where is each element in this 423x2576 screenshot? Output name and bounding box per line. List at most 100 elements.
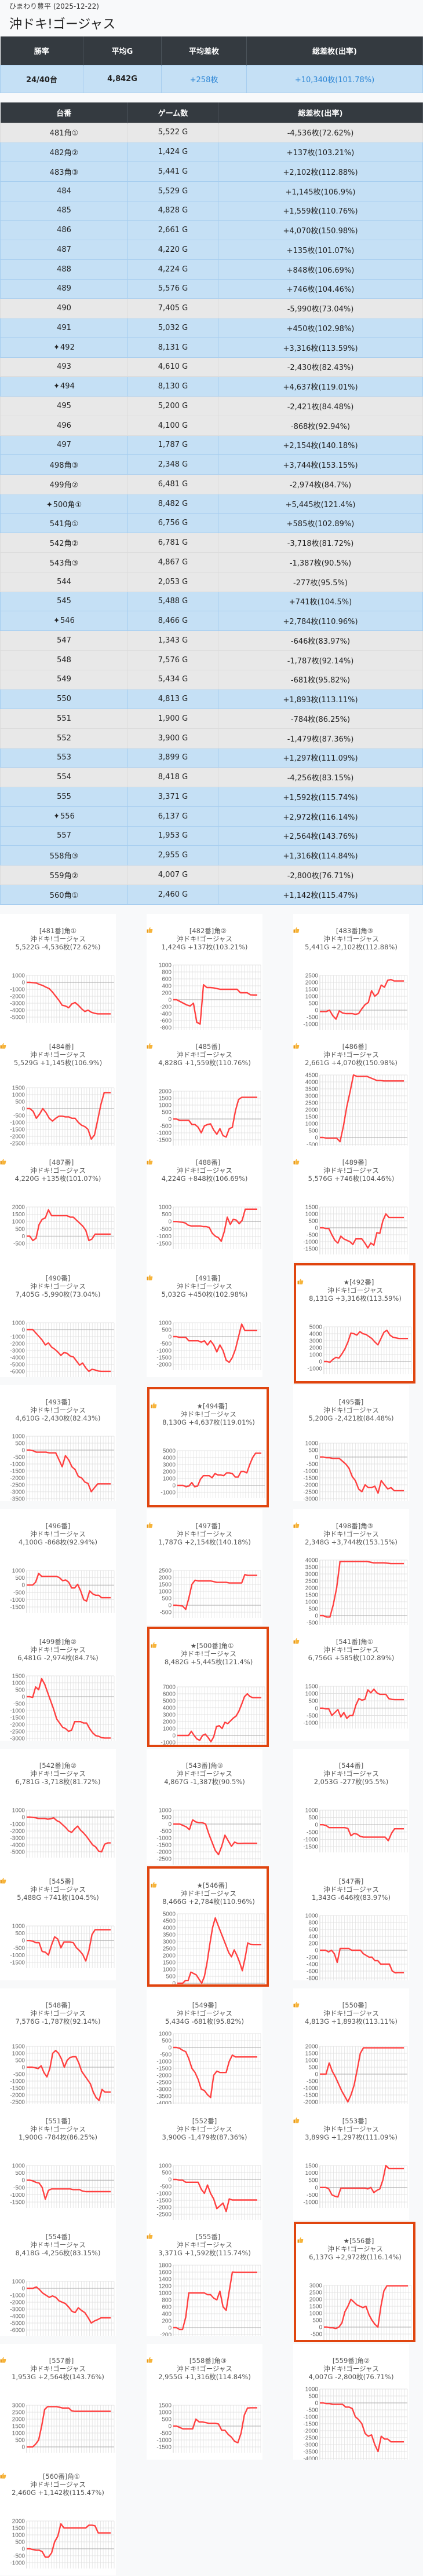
table-row[interactable]: 491 5,032 G +450枚(102.98%): [0, 318, 423, 338]
table-row[interactable]: ✦556 6,137 G +2,972枚(116.14%): [0, 806, 423, 827]
table-row[interactable]: 550 4,813 G +1,893枚(113.11%): [0, 689, 423, 709]
table-row[interactable]: 489 5,576 G +746枚(104.46%): [0, 278, 423, 299]
y-tick-label: -3000: [10, 2307, 25, 2313]
chart-card[interactable]: [557番] 沖ドキ!ゴージャス 1,953G +2,564枚(143.76%) 30…: [0, 2344, 116, 2460]
chart-card[interactable]: [543番]角③ 沖ドキ!ゴージャス 4,867G -1,387枚(90.5%) 10…: [147, 1749, 262, 1865]
table-row[interactable]: 549 5,434 G -681枚(95.82%): [0, 669, 423, 690]
table-row[interactable]: 496 4,100 G -868枚(92.94%): [0, 415, 423, 436]
table-row[interactable]: 490 7,405 G -5,990枚(73.04%): [0, 298, 423, 318]
table-row[interactable]: ✦546 8,466 G +2,784枚(110.96%): [0, 611, 423, 631]
featured-chart-card[interactable]: ★[500番]角① 沖ドキ!ゴージャス 8,482G +5,445枚(121.4%)…: [147, 1627, 269, 1747]
y-tick-label: -1000: [156, 1348, 172, 1355]
chart-card[interactable]: [558番]角③ 沖ドキ!ゴージャス 2,955G +1,316枚(114.84%)…: [147, 2344, 262, 2460]
y-tick-label: 1500: [305, 2051, 319, 2057]
table-row[interactable]: 553 3,899 G +1,297枚(111.09%): [0, 747, 423, 768]
table-row[interactable]: ✦494 8,130 G +4,637枚(119.01%): [0, 376, 423, 397]
avg-games-value: 4,842G: [83, 64, 162, 93]
table-row[interactable]: 555 3,371 G +1,592枚(115.74%): [0, 787, 423, 807]
chart-card[interactable]: [555番] 沖ドキ!ゴージャス 3,371G +1,592枚(115.74%) 18…: [147, 2220, 262, 2336]
y-tick-label: 1500: [12, 2044, 25, 2050]
y-tick-label: -3500: [10, 1496, 25, 1502]
chart-card[interactable]: [495番] 沖ドキ!ゴージャス 5,200G -2,421枚(84.48%) 100…: [293, 1385, 409, 1501]
diff-cell: -646枚(83.97%): [218, 630, 423, 651]
unit-cell: 493: [0, 357, 128, 377]
chart-card[interactable]: [559番]角② 沖ドキ!ゴージャス 4,007G -2,800枚(76.71%) 1…: [293, 2344, 409, 2460]
table-row[interactable]: 548 7,576 G -1,787枚(92.14%): [0, 649, 423, 670]
table-row[interactable]: 551 1,900 G -784枚(86.25%): [0, 709, 423, 729]
card-unit-label: [487番]: [49, 1158, 74, 1166]
table-row[interactable]: 495 5,200 G -2,421枚(84.48%): [0, 396, 423, 416]
table-row[interactable]: 482角② 1,424 G +137枚(103.21%): [0, 142, 423, 162]
chart-card[interactable]: [552番] 沖ドキ!ゴージャス 3,900G -1,479枚(87.36%) 100…: [147, 2104, 262, 2220]
table-row[interactable]: 558角③ 2,955 G +1,316枚(114.84%): [0, 845, 423, 865]
chart-card[interactable]: [499番]角② 沖ドキ!ゴージャス 6,481G -2,974枚(84.7%) 15…: [0, 1625, 116, 1741]
chart-card[interactable]: [485番] 沖ドキ!ゴージャス 4,828G +1,559枚(110.76%) 20…: [147, 1030, 262, 1146]
unit-number: 485: [57, 206, 71, 215]
featured-chart-card[interactable]: ★[492番] 沖ドキ!ゴージャス 8,131G +3,316枚(113.59%) 5…: [294, 1263, 415, 1384]
chart-card[interactable]: [487番] 沖ドキ!ゴージャス 4,220G +135枚(101.07%) 2000…: [0, 1146, 116, 1261]
table-row[interactable]: 498角③ 2,348 G +3,744枚(153.15%): [0, 454, 423, 475]
table-row[interactable]: 493 4,610 G -2,430枚(82.43%): [0, 357, 423, 377]
chart-card[interactable]: [545番] 沖ドキ!ゴージャス 5,488G +741枚(104.5%) 1000 5…: [0, 1865, 116, 1980]
y-tick-label: 1000: [12, 1320, 25, 1327]
table-row[interactable]: ✦492 8,131 G +3,316枚(113.59%): [0, 337, 423, 358]
y-tick-label: -500: [307, 1232, 318, 1239]
table-row[interactable]: 487 4,220 G +135枚(101.07%): [0, 240, 423, 260]
chart-card[interactable]: [484番] 沖ドキ!ゴージャス 5,529G +1,145枚(106.9%) 150…: [0, 1030, 116, 1146]
chart-card[interactable]: [491番] 沖ドキ!ゴージャス 5,032G +450枚(102.98%) 1000…: [147, 1261, 262, 1377]
table-row[interactable]: 481角① 5,522 G -4,536枚(72.62%): [0, 122, 423, 143]
table-row[interactable]: 488 4,224 G +848枚(106.69%): [0, 259, 423, 280]
table-row[interactable]: 544 2,053 G -277枚(95.5%): [0, 571, 423, 592]
chart-card[interactable]: [560番]角① 沖ドキ!ゴージャス 2,460G +1,142枚(115.47%)…: [0, 2460, 116, 2575]
unit-cell: 552: [0, 728, 128, 748]
chart-card[interactable]: [483番]角③ 沖ドキ!ゴージャス 5,441G +2,102枚(112.88%)…: [293, 914, 409, 1030]
table-row[interactable]: 559角② 4,007 G -2,800枚(76.71%): [0, 865, 423, 885]
chart-card[interactable]: [498番]角③ 沖ドキ!ゴージャス 2,348G +3,744枚(153.15%)…: [293, 1509, 409, 1625]
chart-card[interactable]: [549番] 沖ドキ!ゴージャス 5,434G -681枚(95.82%) 1000 5…: [147, 1988, 262, 2104]
chart-card[interactable]: [482番]角② 沖ドキ!ゴージャス 1,424G +137枚(103.21%) 10…: [147, 914, 262, 1030]
chart-card[interactable]: [488番] 沖ドキ!ゴージャス 4,224G +848枚(106.69%) 1000…: [147, 1146, 262, 1261]
table-row[interactable]: 543角③ 4,867 G -1,387枚(90.5%): [0, 552, 423, 573]
chart-card[interactable]: [554番] 沖ドキ!ゴージャス 8,418G -4,256枚(83.15%) 100…: [0, 2220, 116, 2336]
y-tick-label: -1000: [303, 2086, 318, 2092]
table-row[interactable]: 486 2,661 G +4,070枚(150.98%): [0, 220, 423, 240]
featured-chart-card[interactable]: ★[546番] 沖ドキ!ゴージャス 8,466G +2,784枚(110.96%) 5…: [147, 1866, 269, 1987]
chart-card[interactable]: [481番]角① 沖ドキ!ゴージャス 5,522G -4,536枚(72.62%) 1…: [0, 914, 116, 1030]
chart-card[interactable]: [551番] 沖ドキ!ゴージャス 1,900G -784枚(86.25%) 1000 5…: [0, 2104, 116, 2220]
chart-card[interactable]: [550番] 沖ドキ!ゴージャス 4,813G +1,893枚(113.11%) 20…: [293, 1988, 409, 2104]
card-title: [482番]角② 沖ドキ!ゴージャス 1,424G +137枚(103.21%): [147, 927, 262, 951]
table-row[interactable]: 542角② 6,781 G -3,718枚(81.72%): [0, 533, 423, 553]
chart-card[interactable]: [489番] 沖ドキ!ゴージャス 5,576G +746枚(104.46%) 1500…: [293, 1146, 409, 1261]
table-row[interactable]: 560角① 2,460 G +1,142枚(115.47%): [0, 884, 423, 905]
featured-chart-card[interactable]: ★[556番] 沖ドキ!ゴージャス 6,137G +2,972枚(116.14%) 3…: [294, 2222, 415, 2342]
table-row[interactable]: ✦500角① 8,482 G +5,445枚(121.4%): [0, 493, 423, 514]
table-row[interactable]: 485 4,828 G +1,559枚(110.76%): [0, 200, 423, 221]
chart-card[interactable]: [542番]角② 沖ドキ!ゴージャス 6,781G -3,718枚(81.72%) 1…: [0, 1749, 116, 1865]
table-row[interactable]: 547 1,343 G -646枚(83.97%): [0, 630, 423, 651]
featured-chart-card[interactable]: ★[494番] 沖ドキ!ゴージャス 8,130G +4,637枚(119.01%) 5…: [147, 1387, 269, 1507]
chart-card[interactable]: [493番] 沖ドキ!ゴージャス 4,610G -2,430枚(82.43%) 100…: [0, 1385, 116, 1501]
chart-card[interactable]: [544番] 沖ドキ!ゴージャス 2,053G -277枚(95.5%) 1000 50…: [293, 1749, 409, 1865]
card-stats: 8,482G +5,445枚(121.4%): [164, 1658, 253, 1666]
table-row[interactable]: 552 3,900 G -1,479枚(87.36%): [0, 728, 423, 748]
star-icon: ★: [343, 1278, 349, 1286]
chart-card[interactable]: [548番] 沖ドキ!ゴージャス 7,576G -1,787枚(92.14%) 150…: [0, 1988, 116, 2104]
table-row[interactable]: 483角③ 5,441 G +2,102枚(112.88%): [0, 162, 423, 182]
chart-card[interactable]: [497番] 沖ドキ!ゴージャス 1,787G +2,154枚(140.18%) 25…: [147, 1509, 262, 1625]
table-row[interactable]: 554 8,418 G -4,256枚(83.15%): [0, 767, 423, 787]
chart-card[interactable]: [490番] 沖ドキ!ゴージャス 7,405G -5,990枚(73.04%) 100…: [0, 1261, 116, 1377]
table-row[interactable]: 484 5,529 G +1,145枚(106.9%): [0, 181, 423, 201]
table-row[interactable]: 545 5,488 G +741枚(104.5%): [0, 591, 423, 612]
table-row[interactable]: 499角② 6,481 G -2,974枚(84.7%): [0, 474, 423, 494]
chart-card[interactable]: [496番] 沖ドキ!ゴージャス 4,100G -868枚(92.94%) 1000 5…: [0, 1509, 116, 1625]
chart-card[interactable]: [547番] 沖ドキ!ゴージャス 1,343G -646枚(83.97%) 1000 8…: [293, 1865, 409, 1980]
table-row[interactable]: 557 1,953 G +2,564枚(143.76%): [0, 825, 423, 846]
table-row[interactable]: 497 1,787 G +2,154枚(140.18%): [0, 435, 423, 456]
card-stats: 7,405G -5,990枚(73.04%): [15, 1290, 101, 1298]
table-row[interactable]: 541角① 6,756 G +585枚(102.89%): [0, 513, 423, 534]
chart-card[interactable]: [541番]角① 沖ドキ!ゴージャス 6,756G +585枚(102.89%) 15…: [293, 1625, 409, 1741]
chart-card[interactable]: [553番] 沖ドキ!ゴージャス 3,899G +1,297枚(111.09%) 15…: [293, 2104, 409, 2220]
chart-card[interactable]: [486番] 沖ドキ!ゴージャス 2,661G +4,070枚(150.98%) 45…: [293, 1030, 409, 1146]
